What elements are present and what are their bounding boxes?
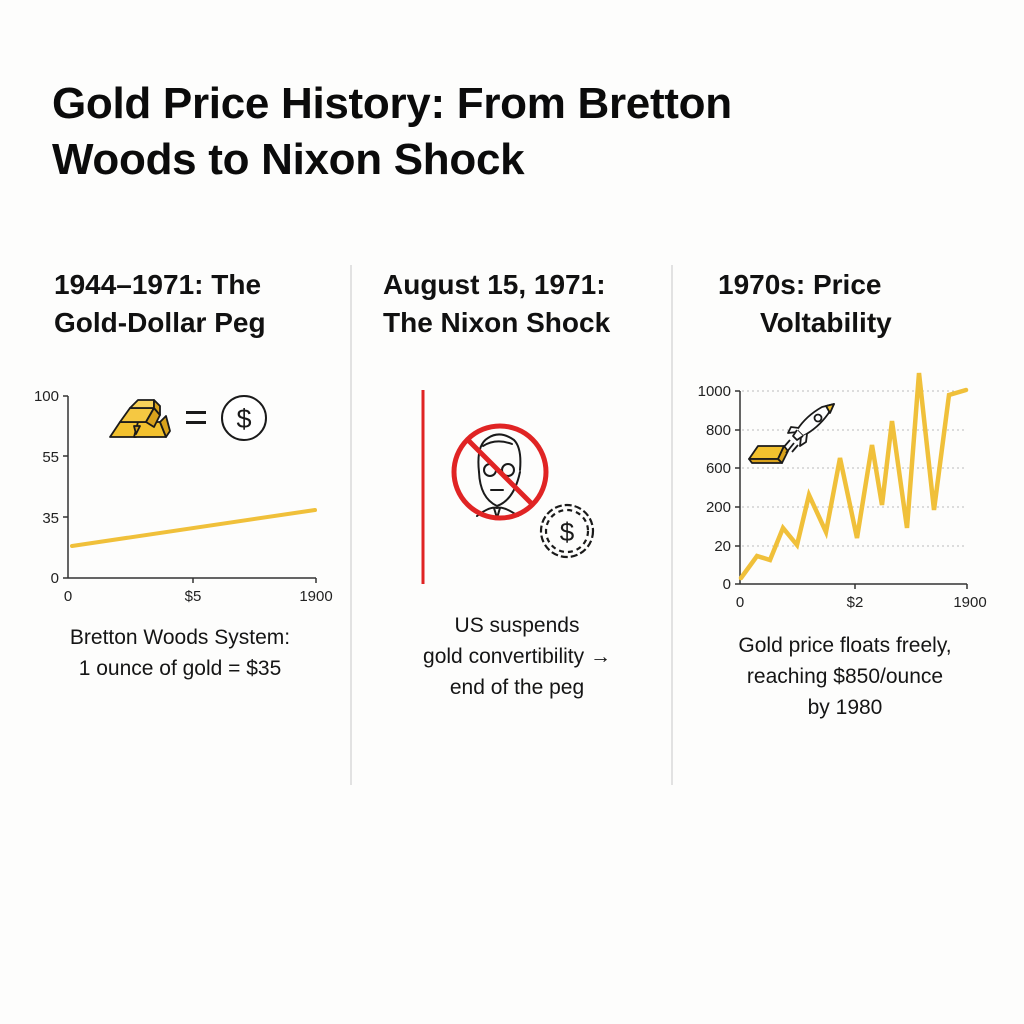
- gold-bar-icon: [748, 445, 789, 464]
- panel-2-caption-line-1: US suspends: [454, 614, 580, 637]
- y-tick-800: 800: [706, 422, 731, 439]
- x-tick-1900: 1900: [953, 594, 986, 611]
- panel-3-caption-line-1: Gold price floats freely,: [738, 634, 952, 657]
- panel-3-caption-line-3: by 1980: [807, 696, 883, 719]
- dollar-coin-icon: $: [221, 395, 267, 441]
- rocket-icon: [782, 403, 835, 454]
- panel-1-caption-line-2: 1 ounce of gold = $35: [78, 657, 282, 680]
- y-tick-100: 100: [34, 388, 59, 405]
- panel-2-caption-line-3: end of the peg: [449, 676, 585, 699]
- equals-icon: [186, 411, 206, 424]
- floating-price-line: [738, 372, 969, 581]
- y-tick-0: 0: [723, 576, 731, 593]
- x-tick-0: 0: [736, 594, 744, 611]
- y-tick-600: 600: [706, 460, 731, 477]
- y-tick-20: 20: [714, 538, 731, 555]
- gold-bars-icon: [109, 399, 171, 438]
- y-tick-200: 200: [706, 499, 731, 516]
- panel-2-caption-line-2: gold convertibility →: [423, 645, 611, 668]
- svg-text:$: $: [560, 517, 575, 547]
- svg-text:$: $: [236, 404, 251, 434]
- panel-3-caption: Gold price floats freely, reaching $850/…: [714, 630, 976, 723]
- panel-2-title: August 15, 1971: The Nixon Shock: [383, 266, 610, 342]
- panel-1-title-line-2: Gold-Dollar Peg: [54, 307, 266, 338]
- panel-3-title-line-2: Voltability: [760, 307, 892, 338]
- x-tick-2: $2: [847, 594, 864, 611]
- panel-2-title-line-1: August 15, 1971:: [383, 269, 606, 300]
- panel-1-title-line-1: 1944–1971: The: [54, 269, 262, 300]
- panel-1-title: 1944–1971: The Gold-Dollar Peg: [54, 266, 266, 342]
- broken-chain-dollar-icon: $: [539, 503, 595, 559]
- panel-1-caption-line-1: Bretton Woods System:: [69, 626, 291, 649]
- x-tick-0: 0: [64, 588, 72, 605]
- prohibited-icon: [451, 423, 549, 521]
- page-title-line-1: Gold Price History: From Bretton: [52, 79, 732, 128]
- panel-divider-2: [671, 265, 673, 785]
- x-tick-5: $5: [185, 588, 202, 605]
- y-tick-55: 55: [42, 449, 59, 466]
- y-tick-1000: 1000: [698, 383, 731, 400]
- page-title: Gold Price History: From Bretton Woods t…: [52, 76, 852, 188]
- y-tick-0: 0: [51, 570, 59, 587]
- x-tick-1900: 1900: [299, 588, 332, 605]
- y-tick-35: 35: [42, 510, 59, 527]
- panel-3-caption-line-2: reaching $850/ounce: [746, 665, 944, 688]
- peg-price-line: [70, 508, 317, 548]
- page-title-line-2: Woods to Nixon Shock: [52, 135, 525, 184]
- panel-divider-1: [350, 265, 352, 785]
- panel-3-title: 1970s: Price Voltability: [718, 266, 938, 342]
- panel-3-title-line-1: 1970s: Price: [718, 269, 882, 300]
- panel-1-caption: Bretton Woods System: 1 ounce of gold = …: [30, 622, 330, 684]
- panel-2-title-line-2: The Nixon Shock: [383, 307, 611, 338]
- panel-2-caption: US suspends gold convertibility → end of…: [392, 610, 642, 703]
